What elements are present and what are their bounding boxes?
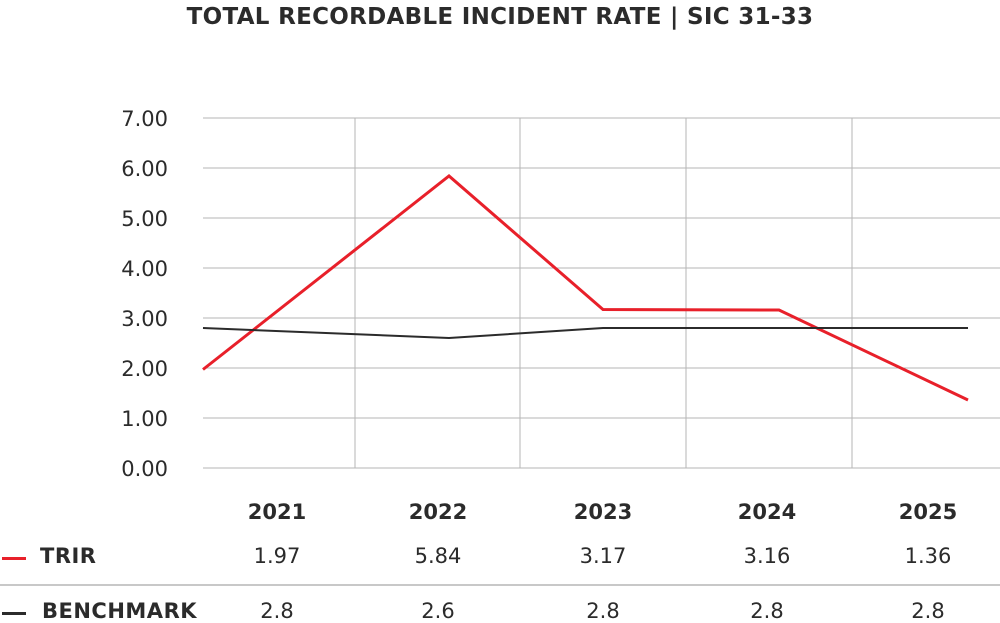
year-header: 2024 (707, 500, 827, 524)
series-line-trir (203, 176, 968, 400)
data-label: 2.8 (868, 599, 988, 623)
y-tick-label: 4.00 (121, 257, 168, 281)
data-label: 3.17 (543, 544, 663, 568)
y-tick-label: 7.00 (121, 107, 168, 131)
year-header: 2022 (378, 500, 498, 524)
year-header: 2023 (543, 500, 663, 524)
data-label: 2.8 (707, 599, 827, 623)
year-header: 2021 (217, 500, 337, 524)
data-label: 5.84 (378, 544, 498, 568)
series-line-benchmark (203, 328, 968, 338)
legend-swatch-benchmark (2, 612, 26, 615)
year-header: 2025 (868, 500, 988, 524)
data-label: 3.16 (707, 544, 827, 568)
legend-swatch-trir (2, 557, 26, 560)
legend-label: TRIR (40, 544, 96, 568)
y-tick-label: 0.00 (121, 457, 168, 481)
y-tick-label: 1.00 (121, 407, 168, 431)
y-tick-label: 6.00 (121, 157, 168, 181)
y-tick-label: 2.00 (121, 357, 168, 381)
data-label: 2.6 (378, 599, 498, 623)
legend-label: BENCHMARK (42, 599, 197, 623)
data-label: 1.97 (217, 544, 337, 568)
y-tick-label: 3.00 (121, 307, 168, 331)
data-label: 2.8 (543, 599, 663, 623)
data-label: 1.36 (868, 544, 988, 568)
data-label: 2.8 (217, 599, 337, 623)
y-tick-label: 5.00 (121, 207, 168, 231)
